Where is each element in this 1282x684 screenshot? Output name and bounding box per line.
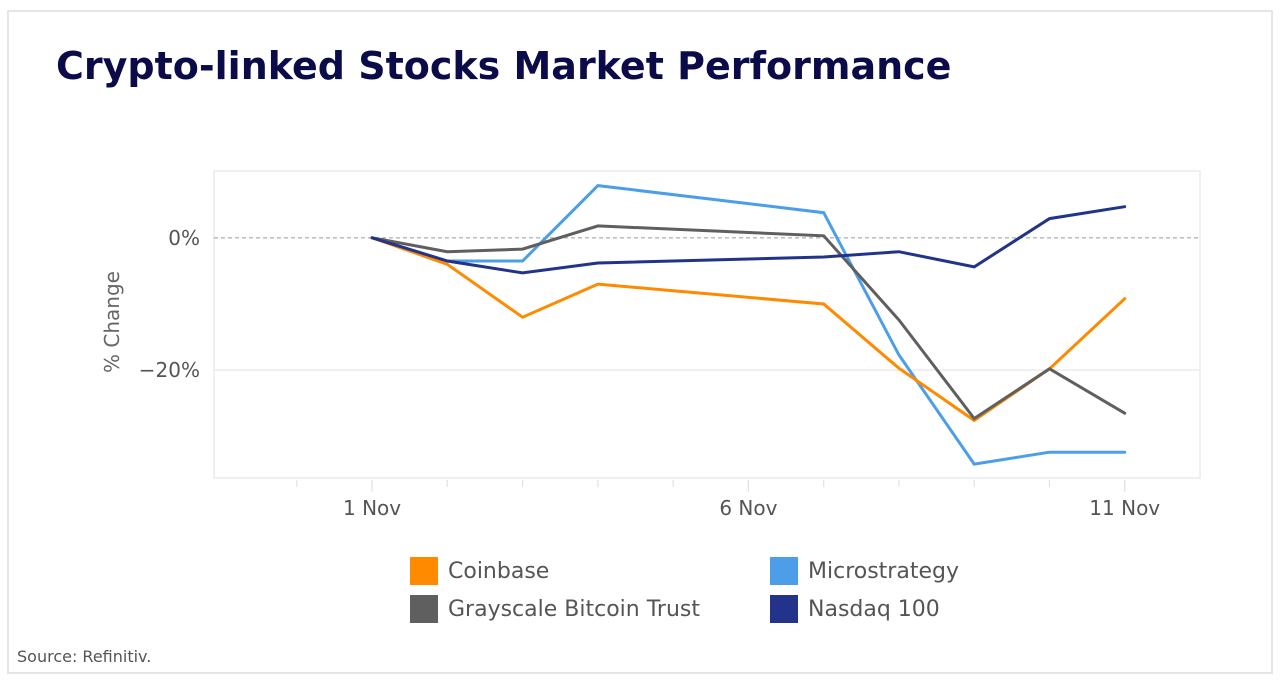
legend-swatch-grayscale xyxy=(410,595,438,623)
legend-item-grayscale-bitcoin-trust[interactable]: Grayscale Bitcoin Trust xyxy=(410,594,700,624)
x-tick-label: 11 Nov xyxy=(1089,496,1160,520)
plot-area-border xyxy=(213,170,1201,479)
y-axis-title: % Change xyxy=(100,271,124,373)
series-line-grayscale-bitcoin-trust xyxy=(370,224,1127,421)
legend-item-nasdaq-100[interactable]: Nasdaq 100 xyxy=(770,594,940,624)
legend-swatch-nasdaq xyxy=(770,595,798,623)
series-line-microstrategy xyxy=(370,184,1127,466)
legend-swatch-coinbase xyxy=(410,557,438,585)
legend-label: Nasdaq 100 xyxy=(808,596,940,622)
x-tick-label: 6 Nov xyxy=(719,496,777,520)
legend-label: Grayscale Bitcoin Trust xyxy=(448,596,700,622)
y-tick-label: 0% xyxy=(168,226,200,250)
x-tick-label: 1 Nov xyxy=(343,496,401,520)
y-tick-label: −20% xyxy=(139,358,200,382)
legend-item-microstrategy[interactable]: Microstrategy xyxy=(770,556,959,586)
axis-layer: 0% −20% 1 Nov 6 Nov 11 Nov xyxy=(139,226,1161,520)
legend-label: Microstrategy xyxy=(808,558,959,584)
legend-item-coinbase[interactable]: Coinbase xyxy=(410,556,549,586)
chart-title: Crypto-linked Stocks Market Performance xyxy=(56,44,952,88)
legend-swatch-microstrategy xyxy=(770,557,798,585)
chart-frame xyxy=(7,10,1273,674)
source-note: Source: Refinitiv. xyxy=(17,647,152,666)
legend-label: Coinbase xyxy=(448,558,550,584)
series-line-nasdaq-100 xyxy=(370,205,1127,275)
series-layer xyxy=(370,184,1127,466)
